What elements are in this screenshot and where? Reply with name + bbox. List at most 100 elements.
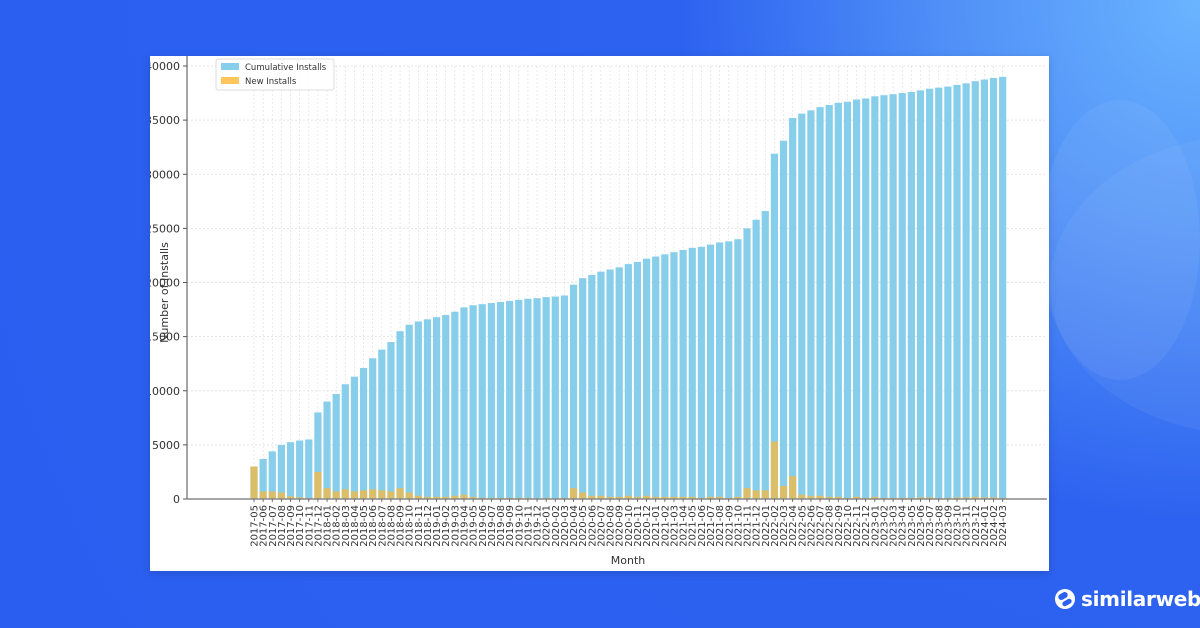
new-installs-bar [423,496,432,499]
cumulative-bar [661,254,669,499]
new-installs-bar [679,496,687,499]
cumulative-bar [743,228,751,499]
x-tick-label: 2021-06 [697,505,708,547]
cumulative-bar [369,358,377,499]
new-installs-bar [789,476,797,499]
cumulative-bar [697,246,705,499]
cumulative-bar [916,90,925,499]
cumulative-bar [989,77,998,499]
x-tick-label: 2022-06 [806,505,817,547]
cumulative-bar [688,247,696,499]
y-tick-label: 40000 [150,60,180,73]
new-installs-bar [834,496,842,499]
x-tick-label: 2022-12 [861,505,872,547]
new-installs-bar [451,495,459,499]
x-tick-label: 2017-08 [277,505,288,547]
x-tick-label: 2020-02 [551,505,562,547]
x-tick-label: 2021-01 [651,505,662,547]
x-tick-label: 2018-01 [323,505,334,547]
x-tick-label: 2019-10 [514,505,525,547]
x-tick-label: 2021-05 [688,505,699,547]
x-tick-label: 2020-10 [624,505,635,547]
x-tick-label: 2018-09 [396,505,407,547]
new-installs-bar [926,497,934,499]
cumulative-bar [642,258,651,499]
cumulative-bar [843,101,852,499]
y-tick-label: 30000 [150,168,180,181]
new-installs-bar [770,441,779,499]
new-installs-bar [716,496,724,499]
x-tick-label: 2018-05 [359,505,370,547]
cumulative-bar [524,298,532,499]
cumulative-bar [889,94,897,499]
cumulative-bar [551,296,559,499]
new-installs-bar [706,496,715,499]
new-installs-bar [633,496,642,499]
legend-label-cumulative: Cumulative Installs [245,63,327,73]
cumulative-bar [834,102,842,500]
x-tick-label: 2019-04 [459,505,470,547]
x-tick-label: 2017-07 [268,505,279,547]
x-tick-label: 2020-05 [578,505,589,547]
new-installs-bar [250,466,258,499]
new-installs-bar [670,496,678,499]
new-installs-bar [277,492,285,499]
cumulative-bar [789,117,797,500]
new-installs-bar [962,497,970,499]
x-tick-label: 2017-06 [259,505,270,547]
x-tick-label: 2023-05 [907,505,918,547]
cumulative-bar [597,271,605,499]
x-tick-label: 2023-07 [925,505,936,547]
cumulative-bar [296,440,304,499]
new-installs-bar [579,492,587,499]
cumulative-bar [387,342,395,499]
new-installs-bar [569,488,578,499]
cumulative-bar [999,76,1007,499]
cumulative-bar [807,110,815,499]
cumulative-bar [533,298,541,499]
y-tick-label: 15000 [150,331,180,344]
chart-card: 0 5000 10000 15000 20000 25000 30000 35000 40000… [145,56,1049,571]
x-tick-label: 2020-12 [642,505,653,547]
cumulative-bar [506,300,514,499]
x-tick-label: 2019-09 [505,505,516,547]
cumulative-bar [971,81,979,499]
x-tick-label: 2020-01 [542,505,553,547]
cumulative-bar [679,250,687,499]
x-tick-label: 2019-12 [533,505,544,547]
y-tick-label: 0 [173,493,180,506]
cumulative-bar [277,444,285,499]
x-tick-label: 2018-03 [341,505,352,547]
cumulative-bar [350,376,359,499]
x-tick-label: 2020-04 [569,505,580,547]
cumulative-bar [323,401,331,499]
cumulative-bar [798,113,806,499]
new-installs-bar [359,490,368,499]
new-installs-bar [469,496,477,499]
y-tick-label: 25000 [150,222,180,235]
cumulative-bar [734,239,742,499]
cumulative-bar [944,86,952,499]
cumulative-bar [652,256,660,499]
cumulative-bar [460,307,468,499]
cumulative-bar [341,384,349,499]
new-installs-bar [953,497,961,499]
new-installs-bar [323,488,331,499]
x-tick-label: 2022-02 [770,505,781,547]
cumulative-bar [980,79,988,499]
new-installs-bar [341,489,349,499]
cumulative-bar [487,303,495,499]
x-tick-label: 2018-11 [414,505,425,547]
cumulative-bar [926,88,934,500]
x-axis-label: Month [611,554,646,567]
x-tick-label: 2019-08 [496,505,507,547]
x-tick-label: 2023-10 [953,505,964,547]
x-tick-label: 2021-08 [715,505,726,547]
new-installs-bar [798,494,806,499]
x-tick-label: 2019-06 [478,505,489,547]
cumulative-bar [442,314,450,499]
cumulative-bar [469,305,477,499]
legend: Cumulative Installs New Installs [215,58,335,91]
background-shape [1040,100,1200,380]
cumulative-bar [852,99,861,499]
